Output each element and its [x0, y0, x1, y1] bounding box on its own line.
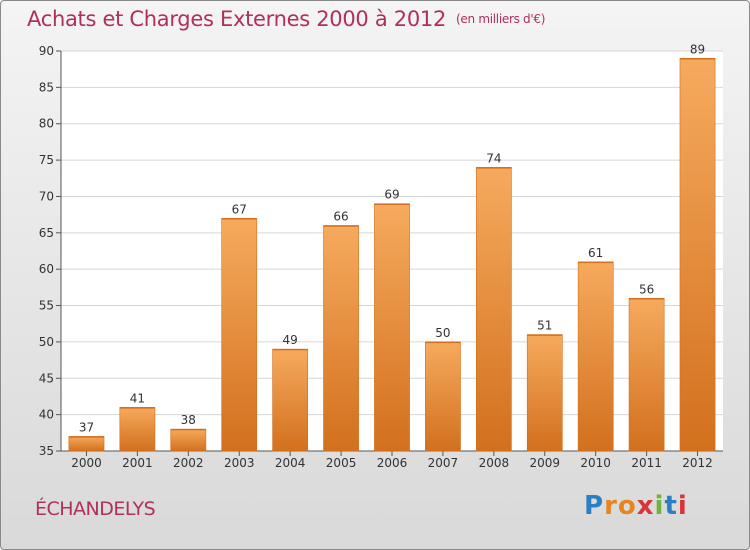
y-tick-label: 70 — [39, 189, 54, 203]
bar-2005 — [323, 225, 359, 452]
y-tick-label: 50 — [39, 335, 54, 349]
x-tick-label-2010: 2010 — [580, 456, 611, 470]
logo-letter: i — [654, 491, 665, 521]
data-label-2009: 51 — [537, 319, 552, 333]
bar-2003 — [221, 217, 258, 452]
y-tick-label: 85 — [39, 80, 54, 94]
x-tick-label-2011: 2011 — [631, 456, 662, 470]
bars — [68, 57, 716, 452]
y-tick-label: 65 — [39, 226, 54, 240]
data-label-2002: 38 — [181, 413, 196, 427]
bar-2000 — [68, 436, 105, 452]
x-tick-label-2001: 2001 — [122, 456, 153, 470]
y-tick-label: 35 — [39, 444, 54, 458]
logo-letter: o — [617, 491, 637, 521]
bar-2006 — [374, 203, 410, 452]
data-label-2003: 67 — [232, 202, 247, 216]
x-tick-label-2002: 2002 — [173, 456, 204, 470]
x-tick-label-2008: 2008 — [479, 456, 510, 470]
x-tick-label-2012: 2012 — [682, 456, 713, 470]
data-label-2004: 49 — [283, 333, 298, 347]
data-label-2005: 66 — [333, 210, 348, 224]
x-tick-label-2009: 2009 — [529, 456, 560, 470]
x-tick-label-2005: 2005 — [326, 456, 357, 470]
title-unit: (en milliers d'€) — [456, 12, 546, 26]
y-tick-label: 45 — [39, 371, 54, 385]
y-tick-label: 40 — [39, 408, 54, 422]
logo-letter: x — [636, 491, 655, 521]
bar-2008 — [475, 167, 512, 452]
town-name: ÉCHANDELYS — [35, 498, 156, 520]
bar-2001 — [119, 407, 156, 452]
y-tick-label: 90 — [39, 44, 54, 58]
bar-2004 — [272, 348, 309, 452]
x-tick-label-2007: 2007 — [428, 456, 459, 470]
data-label-2011: 56 — [639, 282, 654, 296]
x-tick-label-2000: 2000 — [71, 456, 102, 470]
proxiti-logo[interactable]: Proxiti — [584, 491, 688, 521]
tick-labels: 35 40 45 50 55 60 65 70 75 80 85 90 2000 2001 2002 2003… — [39, 44, 713, 470]
chart-title: Achats et Charges Externes 2000 à 2012 (e… — [27, 7, 545, 31]
y-tick-label: 60 — [39, 262, 54, 276]
bar-2012 — [679, 57, 716, 452]
logo-letter: P — [584, 491, 605, 521]
logo-letter: t — [664, 491, 678, 521]
data-label-2001: 41 — [130, 391, 145, 405]
bar-2007 — [425, 341, 461, 452]
y-tick-label: 80 — [39, 117, 54, 131]
logo-letter: r — [604, 491, 618, 521]
x-tick-label-2003: 2003 — [224, 456, 255, 470]
data-label-2000: 37 — [79, 420, 94, 434]
data-labels: 37 41 38 67 49 66 69 50 74 51 61 56 89 — [79, 42, 705, 434]
logo-letter: i — [677, 491, 688, 521]
bar-2011 — [628, 297, 665, 452]
y-tick-label: 75 — [39, 153, 54, 167]
data-label-2008: 74 — [486, 151, 501, 165]
bar-2010 — [577, 261, 614, 452]
x-tick-label-2006: 2006 — [377, 456, 408, 470]
title-text: Achats et Charges Externes 2000 à 2012 — [27, 7, 447, 31]
bar-2009 — [526, 334, 563, 452]
data-label-2007: 50 — [435, 326, 450, 340]
x-tick-label-2004: 2004 — [275, 456, 306, 470]
bar-2002 — [170, 428, 207, 452]
data-label-2006: 69 — [384, 188, 399, 202]
y-tick-label: 55 — [39, 299, 54, 313]
data-label-2010: 61 — [588, 246, 603, 260]
data-label-2012: 89 — [690, 42, 705, 56]
